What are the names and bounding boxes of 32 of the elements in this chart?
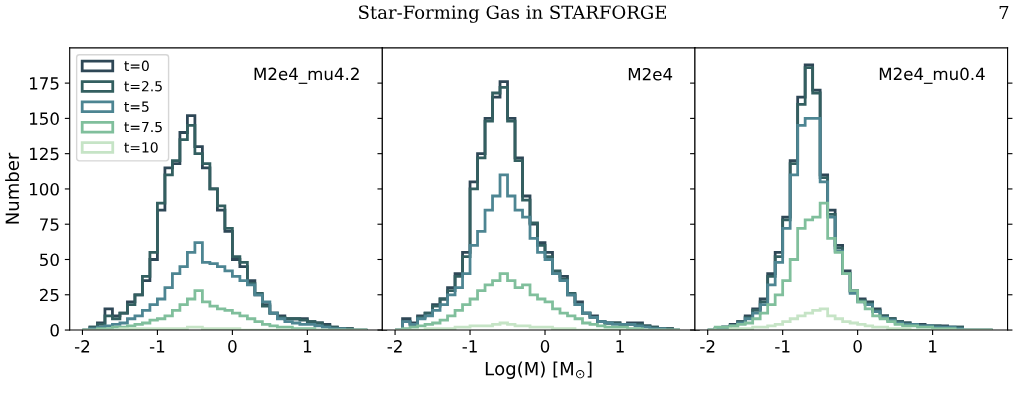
text: Star-Forming Gas in STARFORGE xyxy=(359,5,666,23)
legend-label: t=10 xyxy=(124,142,158,153)
x-tick-label: 1 xyxy=(616,340,624,353)
x-tick-label: -1 xyxy=(462,340,477,353)
x-tick-label: 1 xyxy=(303,340,312,353)
annotation: M2e4 xyxy=(628,67,673,81)
y-tick-label: 125 xyxy=(30,147,59,161)
legend-label: t=5 xyxy=(124,101,149,112)
x-tick-label: -1 xyxy=(149,340,165,353)
y-tick-label: 75 xyxy=(40,218,59,231)
y-axis-title: Number xyxy=(5,152,20,224)
x-tick-label: 1 xyxy=(929,340,937,353)
x-tick-label: 0 xyxy=(540,340,550,353)
legend-label: t=7.5 xyxy=(124,121,162,133)
y-tick-label: 150 xyxy=(30,112,59,125)
y-tick-label: 175 xyxy=(30,77,59,90)
legend-label: t=2.5 xyxy=(124,80,162,92)
legend-label: t=0 xyxy=(124,60,149,72)
y-tick-label: 25 xyxy=(39,288,59,302)
x-tick-label: 0 xyxy=(228,340,237,353)
x-tick-label: 0 xyxy=(853,340,862,353)
x-tick-label: -2 xyxy=(700,340,715,353)
y-tick-label: 0 xyxy=(50,324,59,337)
x-axis-title: Log(M) [M$_{⊙}$] xyxy=(485,361,592,379)
annotation: M2e4_mu0.4 xyxy=(879,67,985,84)
text: 7 xyxy=(999,5,1009,20)
x-tick-label: -1 xyxy=(775,340,790,353)
x-tick-label: -2 xyxy=(74,340,90,353)
y-tick-label: 50 xyxy=(40,253,59,267)
x-tick-label: -2 xyxy=(387,340,402,353)
annotation: M2e4_mu4.2 xyxy=(254,67,359,84)
y-tick-label: 100 xyxy=(30,182,59,196)
